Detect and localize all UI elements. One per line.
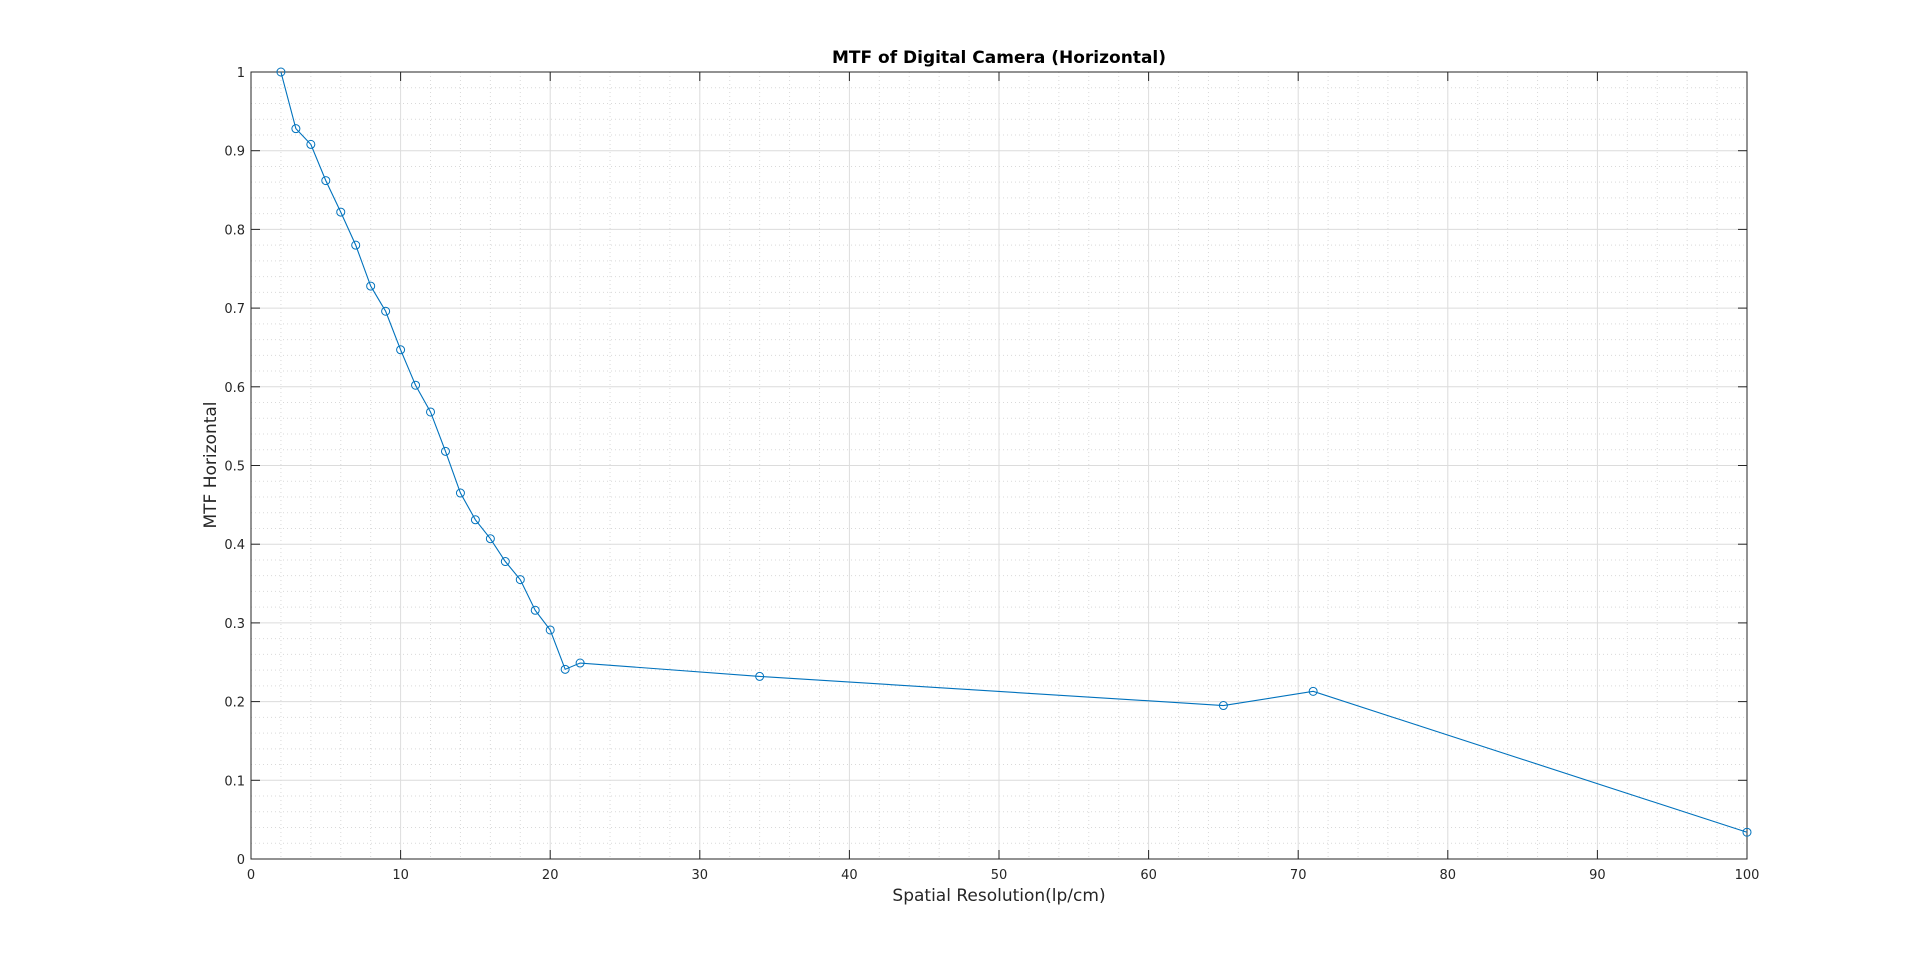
x-tick-label: 90 — [1589, 868, 1606, 883]
data-point — [351, 240, 361, 250]
y-tick-label: 0.3 — [224, 617, 245, 632]
x-tick-label: 0 — [247, 868, 255, 883]
y-tick-labels: 0 0.1 0.2 0.3 0.4 0.5 0.6 0.7 0.8 0.9 1 — [224, 66, 245, 868]
data-point — [575, 658, 585, 668]
data-point — [560, 664, 570, 674]
x-axis-title: Spatial Resolution(lp/cm) — [892, 886, 1105, 906]
data-point — [755, 671, 765, 681]
data-point — [530, 605, 540, 615]
data-point — [321, 176, 331, 186]
y-tick-label: 0.6 — [224, 381, 245, 396]
data-point — [426, 407, 436, 417]
x-tick-labels: 0 10 20 30 40 50 60 70 80 90 100 — [247, 868, 1760, 883]
y-tick-label: 0.9 — [224, 145, 245, 160]
data-point — [515, 575, 525, 585]
data-point — [411, 380, 421, 390]
data-point — [306, 139, 316, 149]
y-axis-title: MTF Horizontal — [201, 401, 221, 528]
x-tick-label: 30 — [692, 868, 709, 883]
data-point — [366, 281, 376, 291]
data-point — [545, 625, 555, 635]
x-tick-label: 40 — [841, 868, 858, 883]
y-tick-label: 1 — [237, 66, 245, 81]
series-line — [280, 71, 1748, 833]
series-layer — [276, 67, 1752, 837]
y-tick-label: 0.8 — [224, 223, 245, 238]
x-tick-label: 50 — [991, 868, 1008, 883]
y-tick-label: 0.7 — [224, 302, 245, 317]
data-point — [381, 306, 391, 316]
x-tick-label: 80 — [1440, 868, 1457, 883]
x-tick-label: 20 — [542, 868, 559, 883]
y-tick-label: 0.1 — [224, 774, 245, 789]
x-tick-label: 100 — [1735, 868, 1760, 883]
data-point — [336, 207, 346, 217]
data-point — [1742, 827, 1752, 837]
y-tick-label: 0.4 — [224, 538, 245, 553]
data-point — [291, 124, 301, 134]
data-point — [1218, 701, 1228, 711]
y-tick-label: 0.5 — [224, 460, 245, 475]
x-tick-label: 70 — [1290, 868, 1307, 883]
data-point — [470, 515, 480, 525]
y-tick-label: 0.2 — [224, 696, 245, 711]
data-point — [440, 446, 450, 456]
chart-title: MTF of Digital Camera (Horizontal) — [832, 48, 1166, 68]
data-point — [455, 488, 465, 498]
data-point — [485, 534, 495, 544]
data-point — [396, 345, 406, 355]
data-point — [500, 557, 510, 567]
data-point — [276, 67, 286, 77]
data-point — [1308, 686, 1318, 696]
plot-frame — [250, 71, 1748, 860]
y-tick-label: 0 — [237, 853, 245, 868]
x-tick-label: 10 — [392, 868, 409, 883]
x-tick-label: 60 — [1140, 868, 1157, 883]
